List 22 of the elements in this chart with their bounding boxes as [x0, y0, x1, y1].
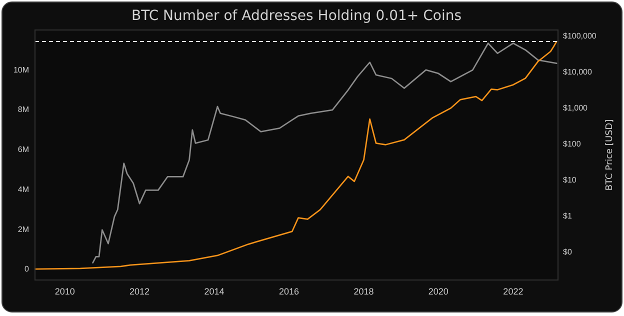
x-tick-label: 2016: [278, 286, 299, 296]
x-tick-label: 2012: [130, 286, 150, 296]
y-tick-label: 4M: [18, 184, 30, 194]
y-tick-label: 2M: [18, 224, 30, 234]
y2-tick-label: $100: [563, 140, 582, 149]
y-tick-label: 0: [24, 264, 30, 274]
x-tick-label: 2010: [54, 286, 75, 296]
y-tick-label: 10M: [13, 65, 30, 74]
y2-tick-label: $10,000: [563, 68, 592, 77]
y2-tick-label: $0: [563, 247, 572, 256]
chart-title: BTC Number of Addresses Holding 0.01+ Coins: [131, 8, 462, 24]
y2-tick-label: $1: [563, 212, 572, 221]
x-tick-label: 2018: [354, 286, 374, 296]
y2-axis-title: BTC Price [USD]: [605, 119, 615, 191]
y-tick-label: 6M: [18, 145, 30, 154]
y-tick-label: 8M: [18, 105, 30, 114]
y2-tick-label: $1,000: [563, 104, 588, 113]
x-tick-label: 2014: [204, 286, 224, 296]
x-tick-label: 2020: [428, 286, 448, 296]
y2-tick-label: $100,000: [563, 32, 597, 41]
x-tick-label: 2022: [503, 286, 524, 296]
y2-tick-label: $10: [563, 176, 577, 185]
